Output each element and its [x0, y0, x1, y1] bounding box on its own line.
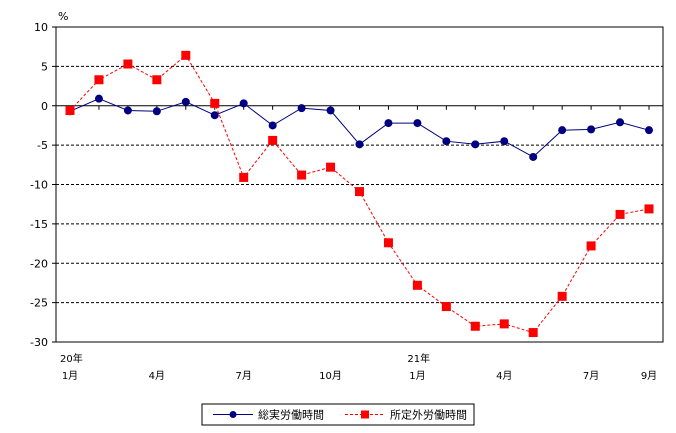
legend-box [201, 403, 475, 426]
data-point-total-hours [413, 119, 422, 128]
x-tick-label: 7月 [236, 370, 252, 382]
y-axis-unit-label: % [58, 10, 68, 23]
data-point-total-hours [181, 97, 190, 106]
x-year-label: 21年 [407, 352, 430, 365]
y-tick-label: -25 [30, 297, 48, 310]
y-tick-label: -20 [30, 257, 48, 270]
data-point-overtime-hours [355, 187, 364, 197]
data-point-total-hours [384, 119, 393, 128]
gridlines [56, 65, 663, 304]
data-point-overtime-hours [65, 105, 75, 115]
series-markers [65, 50, 654, 338]
data-point-overtime-hours [239, 172, 249, 182]
data-point-total-hours [152, 107, 161, 116]
x-tick-label: 10月 [319, 370, 342, 382]
data-point-total-hours [355, 140, 364, 149]
data-point-overtime-hours [615, 209, 625, 219]
data-point-overtime-hours [441, 302, 451, 312]
data-point-overtime-hours [383, 238, 393, 248]
y-tick-label: 10 [34, 21, 48, 34]
data-point-total-hours [239, 99, 248, 108]
data-point-total-hours [616, 118, 625, 127]
data-point-total-hours [297, 104, 306, 113]
data-point-total-hours [442, 137, 451, 146]
x-tick-label: 9月 [641, 370, 657, 382]
data-point-total-hours [471, 140, 480, 149]
data-point-overtime-hours [326, 162, 336, 172]
data-point-total-hours [268, 121, 277, 130]
y-tick-label: -10 [30, 179, 48, 192]
x-tick-label: 1月 [409, 370, 425, 382]
legend-label-overtime-hours: 所定外労働時間 [390, 408, 467, 422]
data-point-overtime-hours [297, 170, 307, 180]
legend-label-total-hours: 総実労働時間 [258, 408, 324, 422]
legend-marker-total-hours [229, 411, 237, 418]
y-tick-label: -30 [30, 336, 48, 349]
data-point-overtime-hours [470, 321, 480, 331]
x-tick-label: 7月 [583, 370, 599, 382]
data-point-overtime-hours [412, 280, 422, 290]
data-point-overtime-hours [268, 135, 278, 145]
data-point-overtime-hours [557, 291, 567, 301]
legend: 総実労働時間 所定外労働時間 [201, 403, 475, 426]
y-axis-ticks: 10 5 0 -5 -10 -15 -20 -25 -30 [30, 21, 56, 349]
data-point-overtime-hours [181, 50, 191, 60]
data-point-total-hours [123, 106, 132, 115]
data-point-total-hours [500, 137, 509, 146]
data-point-total-hours [645, 126, 653, 135]
data-point-overtime-hours [586, 241, 596, 251]
x-year-label: 20年 [60, 352, 83, 365]
data-point-total-hours [326, 106, 335, 115]
x-axis-ticks: 20年 1月 4月 7月 10月 21年 1月 4月 7月 9月 [60, 105, 657, 382]
y-tick-label: 5 [41, 60, 48, 73]
x-tick-label: 4月 [149, 370, 165, 382]
data-point-overtime-hours [210, 98, 220, 108]
data-point-overtime-hours [152, 75, 162, 85]
data-point-overtime-hours [528, 328, 538, 338]
data-point-total-hours [558, 126, 567, 135]
data-point-overtime-hours [123, 59, 133, 69]
data-point-overtime-hours [499, 319, 509, 329]
y-tick-label: -15 [30, 218, 48, 231]
data-point-total-hours [94, 94, 103, 103]
data-point-total-hours [587, 125, 596, 134]
x-tick-label: 4月 [496, 370, 512, 382]
data-point-total-hours [529, 152, 538, 161]
y-tick-label: -5 [37, 139, 48, 152]
y-tick-label: 0 [41, 100, 48, 113]
data-point-overtime-hours [644, 204, 654, 214]
x-tick-label: 1月 [62, 370, 78, 382]
legend-marker-overtime-hours [361, 410, 369, 419]
data-point-overtime-hours [94, 75, 104, 85]
data-point-total-hours [210, 111, 219, 120]
